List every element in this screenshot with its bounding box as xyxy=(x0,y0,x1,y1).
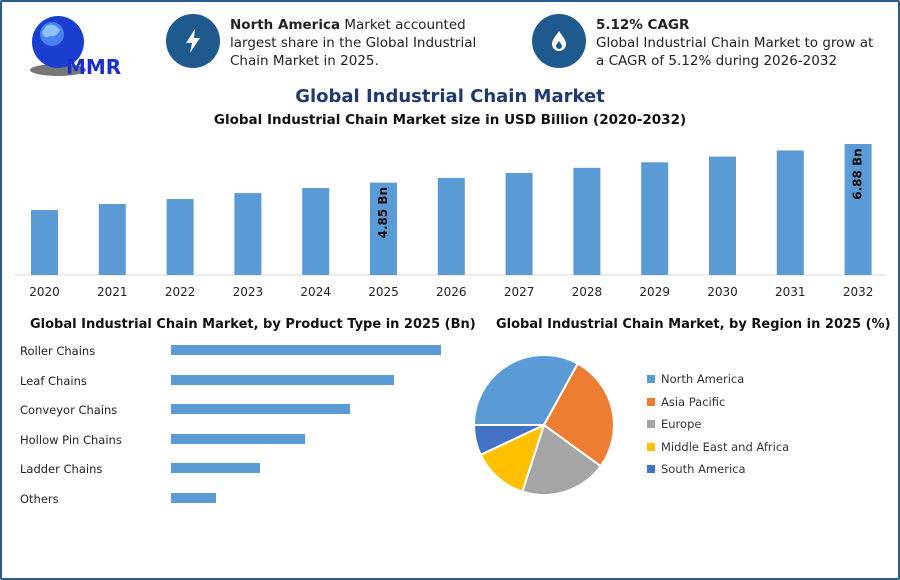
mmr-logo: MMR xyxy=(28,12,138,80)
bar-2031 xyxy=(776,150,804,275)
bar-2020 xyxy=(31,210,58,275)
legend-item: Middle East and Africa xyxy=(647,440,789,454)
x-tick-2029: 2029 xyxy=(639,285,670,299)
pie-slice-europe xyxy=(521,423,603,496)
page-title: Global Industrial Chain Market xyxy=(295,86,605,107)
bar-2026 xyxy=(437,177,465,275)
product-bar xyxy=(171,493,216,503)
x-tick-2025: 2025 xyxy=(368,285,399,299)
product-bar xyxy=(171,374,395,385)
legend-label: Asia Pacific xyxy=(661,394,726,409)
pie-slice-north-america xyxy=(472,354,580,426)
x-tick-2032: 2032 xyxy=(843,285,874,299)
product-label: Conveyor Chains xyxy=(20,403,118,418)
legend-label: North America xyxy=(661,372,745,386)
x-tick-2024: 2024 xyxy=(300,285,331,299)
legend-swatch xyxy=(647,442,655,451)
legend-item: South America xyxy=(647,462,746,476)
region-pie-chart xyxy=(472,354,615,496)
lightning-icon xyxy=(166,14,220,68)
legend-swatch xyxy=(647,397,655,406)
flame-drop-icon xyxy=(532,14,586,68)
bar-2022 xyxy=(166,199,194,275)
legend-swatch xyxy=(647,465,655,473)
x-tick-2023: 2023 xyxy=(233,285,264,299)
product-label: Ladder Chains xyxy=(20,462,103,477)
bar-2024 xyxy=(302,187,330,275)
x-tick-2028: 2028 xyxy=(572,285,603,299)
x-tick-2031: 2031 xyxy=(775,285,806,299)
x-tick-2022: 2022 xyxy=(165,285,196,299)
legend-item: Asia Pacific xyxy=(647,395,725,409)
legend-swatch xyxy=(647,375,655,383)
product-bar xyxy=(171,345,441,355)
x-tick-2021: 2021 xyxy=(97,285,128,299)
legend-label: Middle East and Africa xyxy=(661,439,790,454)
bar-2023 xyxy=(234,193,262,275)
market-size-bar-chart: 2020 2021 2022 2023 2024 2025 4.85 Bn 2026 2027 2… xyxy=(14,144,886,299)
legend-label: Europe xyxy=(661,417,702,431)
product-chart-title: Global Industrial Chain Market, by Produ… xyxy=(30,317,476,332)
bar-chart-title: Global Industrial Chain Market size in U… xyxy=(213,112,687,128)
x-tick-2030: 2030 xyxy=(707,285,738,299)
bar-2021 xyxy=(98,203,126,275)
product-bar xyxy=(171,463,261,474)
bar-2025 xyxy=(370,182,397,275)
bar-2027 xyxy=(505,172,533,275)
x-tick-2026: 2026 xyxy=(436,285,467,299)
legend-swatch xyxy=(647,420,655,428)
product-label: Others xyxy=(20,492,59,506)
pie-slice-asia-pacific xyxy=(542,362,615,468)
data-label-2032: 6.88 Bn xyxy=(851,148,865,199)
highlight-north-america: North America Market accounted largest s… xyxy=(230,17,477,69)
bar-2029 xyxy=(641,162,669,275)
product-label: Leaf Chains xyxy=(20,373,87,388)
legend-item: North America xyxy=(647,372,744,386)
data-label-2025: 4.85 Bn xyxy=(376,187,390,238)
highlight-cagr: 5.12% CAGR Global Industrial Chain Market… xyxy=(596,17,874,69)
bar-2032 xyxy=(844,144,872,275)
product-label: Hollow Pin Chains xyxy=(20,432,122,447)
pie-slice-south-america xyxy=(472,424,545,457)
bar-2030 xyxy=(709,156,736,275)
product-label: Roller Chains xyxy=(20,344,96,358)
x-tick-2027: 2027 xyxy=(504,285,535,299)
product-bar xyxy=(171,433,306,444)
logo-text: MMR xyxy=(66,55,121,79)
bar-2028 xyxy=(573,167,601,275)
legend-item: Europe xyxy=(647,417,701,431)
x-tick-2020: 2020 xyxy=(29,285,60,299)
legend-label: South America xyxy=(661,462,746,476)
pie-slice-middle-east-and-africa xyxy=(479,423,546,493)
product-bar xyxy=(171,404,350,415)
region-chart-title: Global Industrial Chain Market, by Regio… xyxy=(496,317,891,332)
